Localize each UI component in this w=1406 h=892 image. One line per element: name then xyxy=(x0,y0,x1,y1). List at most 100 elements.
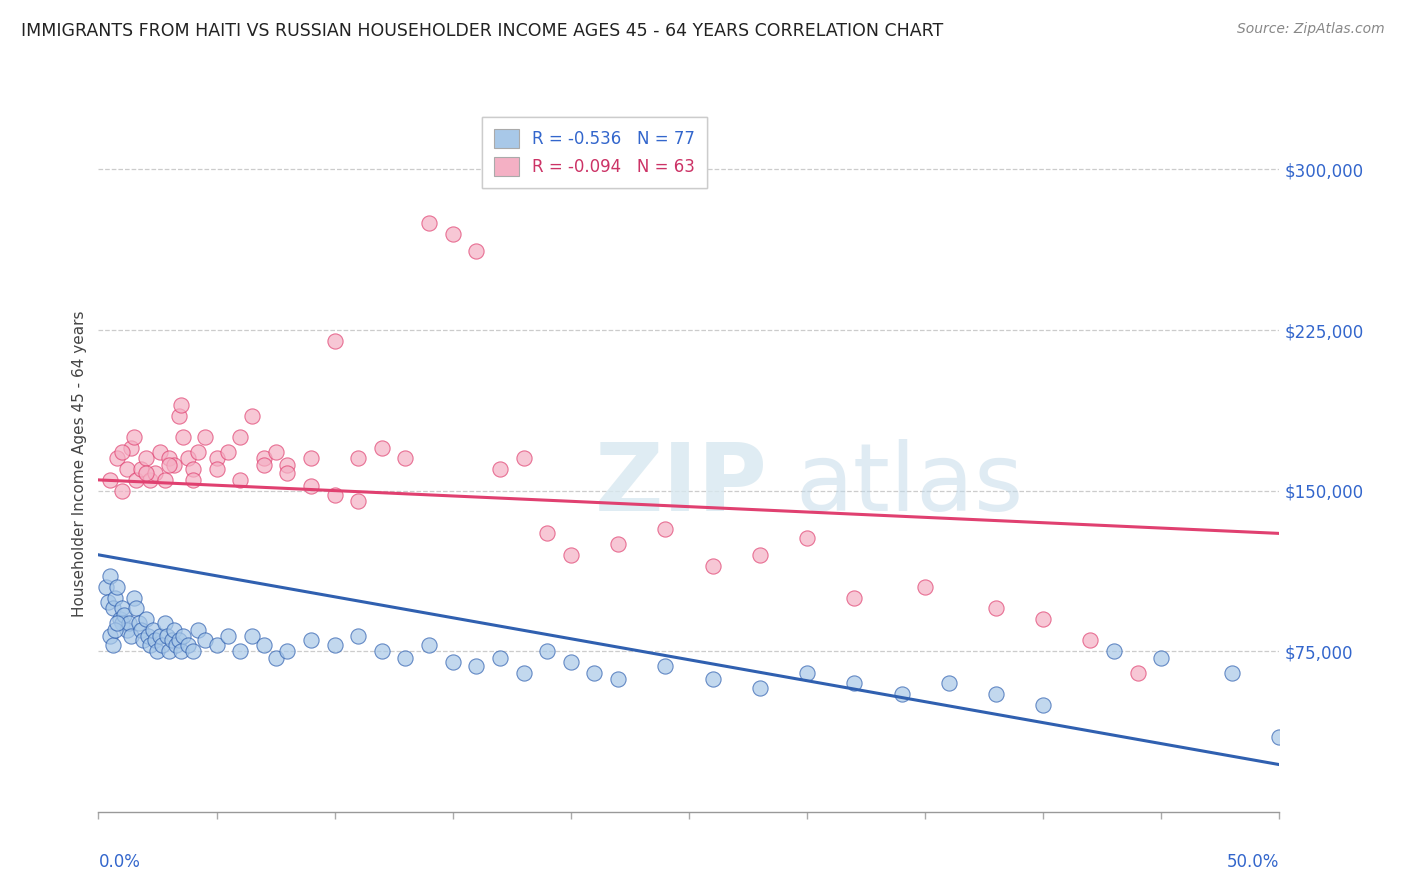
Point xyxy=(465,659,488,673)
Legend: R = -0.536   N = 77, R = -0.094   N = 63: R = -0.536 N = 77, R = -0.094 N = 63 xyxy=(482,118,707,187)
Point xyxy=(187,623,209,637)
Point xyxy=(129,623,152,637)
Point xyxy=(94,580,117,594)
Point xyxy=(489,462,512,476)
Point xyxy=(205,451,228,466)
Text: IMMIGRANTS FROM HAITI VS RUSSIAN HOUSEHOLDER INCOME AGES 45 - 64 YEARS CORRELATI: IMMIGRANTS FROM HAITI VS RUSSIAN HOUSEHO… xyxy=(21,22,943,40)
Point xyxy=(150,638,173,652)
Point xyxy=(347,451,370,466)
Point xyxy=(560,655,582,669)
Point xyxy=(914,580,936,594)
Text: 50.0%: 50.0% xyxy=(1227,854,1279,871)
Point xyxy=(132,633,155,648)
Point xyxy=(97,595,120,609)
Point xyxy=(172,430,194,444)
Point xyxy=(299,479,322,493)
Point xyxy=(167,633,190,648)
Point xyxy=(172,629,194,643)
Point xyxy=(157,458,180,472)
Point xyxy=(143,633,166,648)
Point xyxy=(101,601,124,615)
Point xyxy=(938,676,960,690)
Point xyxy=(748,548,770,562)
Point xyxy=(98,473,121,487)
Point xyxy=(143,467,166,481)
Point xyxy=(157,644,180,658)
Point xyxy=(418,638,440,652)
Point xyxy=(984,687,1007,701)
Point xyxy=(323,334,346,348)
Point xyxy=(844,676,866,690)
Point xyxy=(748,681,770,695)
Point xyxy=(654,522,676,536)
Point xyxy=(194,430,217,444)
Point xyxy=(118,616,141,631)
Point xyxy=(394,451,416,466)
Point xyxy=(276,644,298,658)
Point xyxy=(1080,633,1102,648)
Point xyxy=(1102,644,1125,658)
Point xyxy=(135,612,157,626)
Point xyxy=(844,591,866,605)
Y-axis label: Householder Income Ages 45 - 64 years: Householder Income Ages 45 - 64 years xyxy=(72,310,87,617)
Point xyxy=(418,216,440,230)
Point xyxy=(217,629,239,643)
Point xyxy=(1220,665,1243,680)
Point xyxy=(512,451,534,466)
Point xyxy=(240,409,263,423)
Text: 0.0%: 0.0% xyxy=(98,854,141,871)
Point xyxy=(194,633,217,648)
Point xyxy=(104,591,127,605)
Point xyxy=(149,445,172,459)
Point xyxy=(170,644,193,658)
Point xyxy=(299,451,322,466)
Point xyxy=(101,638,124,652)
Point xyxy=(702,558,724,573)
Point xyxy=(890,687,912,701)
Point xyxy=(122,591,145,605)
Point xyxy=(111,445,134,459)
Point xyxy=(253,458,276,472)
Point xyxy=(441,227,464,241)
Point xyxy=(1032,698,1054,712)
Point xyxy=(607,537,630,551)
Point xyxy=(156,629,179,643)
Point xyxy=(121,441,143,455)
Point xyxy=(536,526,558,541)
Point xyxy=(105,616,128,631)
Point xyxy=(253,451,276,466)
Text: atlas: atlas xyxy=(796,439,1024,531)
Point xyxy=(181,473,204,487)
Point xyxy=(1126,665,1149,680)
Point xyxy=(128,616,150,631)
Point xyxy=(153,473,176,487)
Point xyxy=(111,616,134,631)
Point xyxy=(371,644,394,658)
Point xyxy=(108,612,131,626)
Point xyxy=(170,398,193,412)
Point xyxy=(536,644,558,658)
Point xyxy=(441,655,464,669)
Point xyxy=(163,623,186,637)
Point xyxy=(157,451,180,466)
Point xyxy=(160,633,183,648)
Text: ZIP: ZIP xyxy=(595,439,768,531)
Point xyxy=(371,441,394,455)
Point xyxy=(583,665,606,680)
Point xyxy=(142,623,165,637)
Point xyxy=(181,644,204,658)
Point xyxy=(105,580,128,594)
Point xyxy=(264,445,287,459)
Point xyxy=(105,451,128,466)
Point xyxy=(121,629,143,643)
Point xyxy=(323,488,346,502)
Point xyxy=(1032,612,1054,626)
Point xyxy=(229,430,252,444)
Point xyxy=(205,462,228,476)
Point xyxy=(139,638,162,652)
Point xyxy=(177,451,200,466)
Point xyxy=(796,665,818,680)
Point xyxy=(136,629,159,643)
Point xyxy=(115,462,138,476)
Point xyxy=(98,629,121,643)
